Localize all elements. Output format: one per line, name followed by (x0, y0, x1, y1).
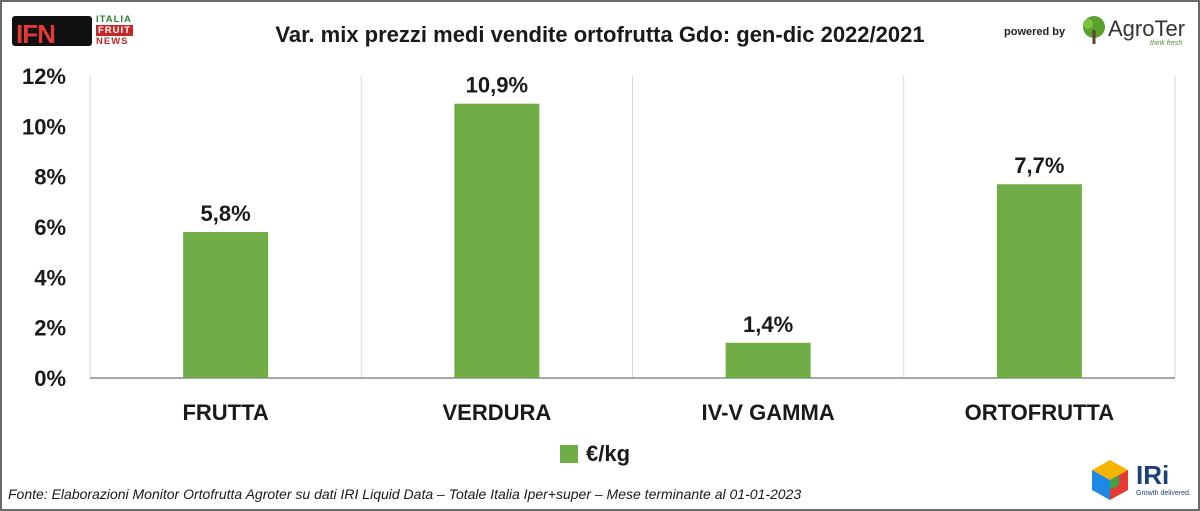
x-tick-label: VERDURA (442, 400, 551, 425)
agroter-tree-icon (1083, 16, 1105, 44)
data-label: 10,9% (466, 73, 528, 98)
bar (725, 342, 811, 378)
y-tick-label: 8% (34, 165, 66, 190)
ifn-logo-line2: FRUIT (96, 25, 133, 36)
iri-logo-text: IRi (1136, 460, 1170, 490)
powered-by-label: powered by (1004, 26, 1066, 38)
bar (996, 184, 1082, 378)
data-label: 5,8% (201, 201, 251, 226)
y-tick-label: 12% (22, 64, 66, 89)
ifn-logo-box: IFN (12, 16, 92, 49)
legend-label: €/kg (586, 441, 631, 466)
y-tick-label: 2% (34, 316, 66, 341)
x-tick-label: ORTOFRUTTA (965, 400, 1115, 425)
data-label: 1,4% (743, 312, 793, 337)
x-tick-label: FRUTTA (182, 400, 268, 425)
x-tick-label: IV-V GAMMA (702, 400, 835, 425)
iri-tagline: Growth delivered. (1136, 490, 1191, 497)
y-tick-label: 4% (34, 265, 66, 290)
y-tick-label: 0% (34, 366, 66, 391)
bar (454, 103, 540, 378)
ifn-logo-subtitle: ITALIA FRUIT NEWS (96, 14, 133, 47)
ifn-logo-line1: ITALIA (96, 14, 132, 25)
chart-title: Var. mix prezzi medi vendite ortofrutta … (275, 22, 925, 47)
data-label: 7,7% (1014, 153, 1064, 178)
agroter-logo-text: AgroTer (1108, 16, 1186, 41)
legend-swatch (560, 445, 578, 463)
y-tick-label: 10% (22, 114, 66, 139)
agroter-tagline: think fresh (1150, 40, 1183, 47)
bar (183, 232, 269, 378)
y-tick-label: 6% (34, 215, 66, 240)
ifn-logo-line3: NEWS (96, 36, 129, 47)
chart-legend: €/kg (560, 441, 631, 466)
italiafruit-logo: IFN ITALIA FRUIT NEWS (12, 14, 142, 50)
ifn-logo-letters: IFN (16, 19, 56, 49)
iri-cube-icon (1092, 460, 1128, 500)
source-note: Fonte: Elaborazioni Monitor Ortofrutta A… (8, 486, 802, 502)
